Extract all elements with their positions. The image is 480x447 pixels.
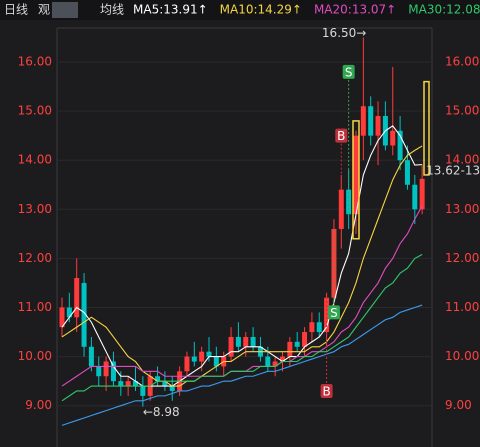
candle-body [360,106,366,136]
candle-body [287,341,293,357]
y2-tick-label: 9.00 [445,398,472,412]
candle-body [184,356,190,372]
candle-body [66,307,72,318]
y-tick-label: 14.00 [18,153,52,167]
candle-body [368,106,374,136]
candle-body [96,366,102,377]
candle-body [81,282,87,347]
candle-body [140,386,146,396]
y2-tick-label: 14.00 [445,153,479,167]
candle-body [191,356,197,362]
y-tick-label: 15.00 [18,104,52,118]
candle-body [309,322,315,333]
ma-line [61,125,423,387]
candle-body [375,116,381,136]
signal-marker [342,64,355,79]
highlight-box [423,80,430,176]
candle-body [74,278,80,318]
y-tick-label: 11.00 [18,300,52,314]
candle-body [169,386,175,391]
blur [52,2,78,18]
candle-body [338,189,344,229]
candle-body [316,322,322,333]
y2-tick-label: 15.00 [445,104,479,118]
candle-body [390,130,396,146]
y-tick-label: 9.00 [25,398,52,412]
candle-body [110,361,116,382]
ma-title: 均线 [100,3,124,17]
signal-label: S [345,65,353,79]
candle-body [397,130,403,161]
candle-body [155,376,161,382]
ma-line [61,304,423,426]
signal-label: B [337,129,345,143]
signal-marker [335,128,348,143]
ma-line [61,145,423,387]
candle-body [346,189,352,215]
signal-label: S [330,306,338,320]
candle-body [88,346,94,367]
candle-body [162,381,168,387]
y2-tick-label: 12.00 [445,251,479,265]
candle-body [199,351,205,362]
candle-body [404,160,410,185]
legend-entry: MA20:13.07↑ [314,3,396,17]
candle-body [272,361,278,367]
y2-tick-label: 10.00 [445,349,479,363]
candle-body [353,135,359,215]
candle-body [103,361,109,377]
annotation: ←8.98 [143,405,180,419]
candle-body [280,356,285,362]
candle-body [118,381,124,387]
candle-body [228,336,234,357]
top-bar [0,0,480,20]
candle-body [419,178,425,210]
y-tick-label: 10.00 [18,349,52,363]
candle-body [213,356,219,367]
y-tick-label: 16.00 [18,55,52,69]
signal-label: B [322,384,330,398]
legend-entry: MA10:14.29↑ [220,3,302,17]
highlight-box [352,120,360,240]
legend-entry: MA5:13.91↑ [133,3,208,17]
candle-body [265,356,271,367]
candle-body [206,351,212,357]
y-tick-label: 13.00 [18,202,52,216]
candle-body [243,336,249,347]
candle-body [235,336,241,347]
candle-body [250,336,256,347]
candle-body [59,307,65,328]
ma-line [61,205,423,387]
ma-line [61,253,423,402]
signal-marker [327,305,340,320]
period: 日线 [4,3,28,17]
candle-body [412,184,418,210]
y2-tick-label: 16.00 [445,55,479,69]
stock-name: 观 [38,3,50,17]
candle-body [294,341,300,347]
y2-tick-label: 13.00 [445,202,479,216]
signal-marker [320,383,333,398]
candle-body [302,332,308,347]
y2-tick-label: 11.00 [445,300,479,314]
candle-body [125,381,131,387]
legend-entry: MA30:12.08↑ [408,3,480,17]
annotation: 16.50→ [322,26,366,40]
candle-body [133,381,138,387]
y-tick-label: 12.00 [18,251,52,265]
annotation: 13.62-13.7 [426,163,480,177]
